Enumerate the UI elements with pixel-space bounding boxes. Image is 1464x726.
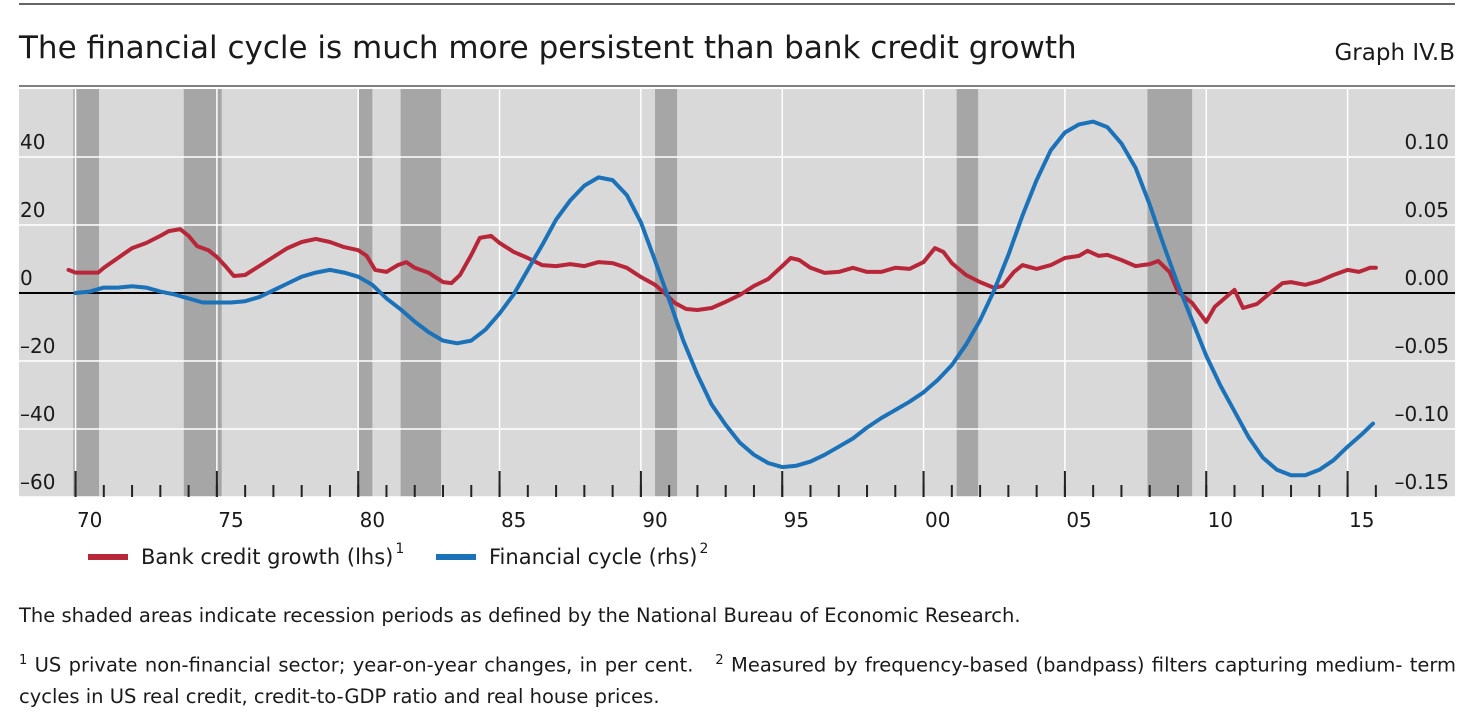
series-line	[66, 227, 1378, 324]
legend-footnote: 1	[395, 541, 404, 557]
y2-tick-label: –0.05	[1394, 334, 1449, 358]
x-tick-label: 90	[642, 508, 667, 532]
y-tick-label: –20	[20, 334, 55, 358]
y-tick-label: 40	[20, 130, 45, 154]
x-tick-label: 80	[360, 508, 385, 532]
x-tick-label: 10	[1208, 508, 1233, 532]
x-tick-label: 70	[77, 508, 102, 532]
x-tick-label: 15	[1349, 508, 1374, 532]
graph-label: Graph IV.B	[1334, 40, 1455, 66]
note: The shaded areas indicate recession peri…	[19, 604, 1021, 627]
y-tick-label: –60	[20, 470, 55, 494]
chart: The financial cycle is much more persist…	[18, 3, 1455, 569]
x-tick-label: 00	[925, 508, 950, 532]
x-tick-label: 05	[1066, 508, 1091, 532]
y2-tick-label: 0.10	[1404, 130, 1449, 154]
footnote-mark: 2	[715, 653, 724, 668]
footnote-text: Measured by frequency-based (bandpass) f…	[19, 653, 1457, 708]
y-tick-label: 20	[20, 198, 45, 222]
chart-title: The financial cycle is much more persist…	[18, 30, 1077, 66]
y-tick-label: 0	[20, 266, 33, 290]
footnote-text: US private non-financial sector; year-on…	[34, 653, 694, 677]
legend-footnote: 2	[699, 541, 708, 557]
series-line	[73, 119, 1375, 478]
y2-tick-label: –0.15	[1394, 470, 1449, 494]
footnote-mark: 1	[19, 653, 28, 668]
notes: The shaded areas indicate recession peri…	[19, 600, 1456, 726]
plot-area: 40 20 0 –20 –40 –60 0.10 0.05 0.00 –0.05 –0.10 –0.1…	[19, 89, 1455, 532]
x-tick-label: 85	[501, 508, 526, 532]
x-tick-label: 75	[218, 508, 243, 532]
y2-tick-label: –0.10	[1394, 402, 1449, 426]
footnotes: 1 US private non-financial sector; year-…	[19, 645, 1456, 712]
legend-label: Bank credit growth (lhs)	[141, 545, 393, 569]
legend-label: Financial cycle (rhs)	[489, 545, 697, 569]
x-tick-label: 95	[784, 508, 809, 532]
y-tick-label: –40	[20, 402, 55, 426]
y2-tick-label: 0.00	[1404, 266, 1449, 290]
legend: Bank credit growth (lhs) 1 Financial cycle…	[88, 541, 708, 569]
y2-tick-label: 0.05	[1404, 198, 1449, 222]
